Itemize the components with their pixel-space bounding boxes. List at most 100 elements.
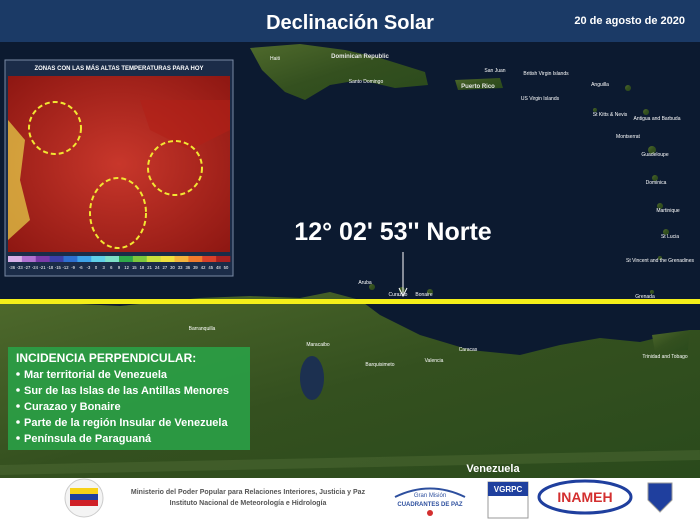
scale-label: -36 — [9, 265, 16, 270]
logo-band — [488, 482, 528, 496]
scale-swatch — [174, 256, 189, 262]
place-label: Barranquilla — [189, 326, 216, 332]
scale-label: 50 — [224, 265, 229, 270]
ministry-line: Instituto Nacional de Meteorología e Hid… — [170, 500, 327, 507]
place-label: Barquisimeto — [365, 362, 394, 368]
scale-label: 0 — [95, 265, 98, 270]
scale-label: 21 — [147, 265, 152, 270]
inset-map: ZONAS CON LAS MÁS ALTAS TEMPERATURAS PAR… — [4, 59, 234, 277]
scale-label: -24 — [32, 265, 39, 270]
logo-text: INAMEH — [557, 489, 612, 505]
scale-label: 42 — [201, 265, 206, 270]
place-label: Guadeloupe — [641, 152, 668, 158]
scale-label: 27 — [163, 265, 168, 270]
lake-maracaibo — [300, 356, 324, 400]
scale-label: 18 — [140, 265, 145, 270]
place-label: Bonaire — [415, 292, 432, 298]
place-label: Trinidad and Tobago — [642, 354, 688, 360]
scale-label: 39 — [193, 265, 198, 270]
scale-label: -3 — [87, 265, 91, 270]
incidence-item: Península de Paraguaná — [24, 433, 152, 445]
scale-swatch — [160, 256, 175, 262]
scale-label: 48 — [216, 265, 221, 270]
arrow-head — [398, 287, 408, 298]
logo-pin — [427, 510, 433, 516]
place-label: Curazao — [389, 292, 408, 298]
place-labels: Haiti Dominican Republic Santo Domingo S… — [189, 54, 695, 475]
incidence-item: Sur de las Islas de las Antillas Menores — [24, 385, 229, 397]
scale-label: -21 — [40, 265, 47, 270]
scale-swatch — [202, 256, 217, 262]
scale-label: 24 — [155, 265, 160, 270]
place-label: Maracaibo — [306, 342, 330, 348]
logo-ellipse — [537, 479, 633, 515]
place-label: Montserrat — [616, 134, 641, 140]
terrain — [0, 450, 700, 475]
scale-swatch — [21, 256, 37, 262]
scale-swatch — [132, 256, 148, 262]
date: 20 de agosto de 2020 — [574, 15, 685, 27]
place-label: Santo Domingo — [349, 79, 384, 85]
inset-title: ZONAS CON LAS MÁS ALTAS TEMPERATURAS PAR… — [34, 65, 203, 72]
scale-swatch — [91, 256, 106, 262]
scale-swatch — [119, 256, 134, 262]
place-label: San Juan — [484, 68, 505, 74]
scale-label: -9 — [71, 265, 75, 270]
place-label: Haiti — [270, 56, 280, 62]
scale-label: 9 — [118, 265, 121, 270]
logo-shield — [647, 482, 673, 513]
logo-text: CUADRANTES DE PAZ — [397, 502, 463, 508]
logo-text: VGRPC — [494, 485, 523, 494]
place-label: Anguilla — [591, 82, 609, 88]
scale-label: 6 — [110, 265, 113, 270]
incidence-item: Mar territorial de Venezuela — [24, 369, 168, 381]
scale-swatch — [105, 256, 120, 262]
logo-venezuela — [64, 478, 104, 518]
latitude-label: 12° 02' 53'' Norte — [294, 218, 491, 246]
country-label: Venezuela — [466, 463, 520, 475]
scale-swatch — [216, 256, 231, 262]
scale-swatch — [63, 256, 78, 262]
scale-label: -33 — [17, 265, 24, 270]
place-label: Puerto Rico — [461, 84, 495, 90]
title: Declinación Solar — [266, 12, 434, 34]
logo-arc — [394, 487, 466, 498]
place-label: Grenada — [635, 294, 655, 300]
scale-label: -15 — [55, 265, 62, 270]
scale-label: -12 — [62, 265, 69, 270]
scale-label: 12 — [124, 265, 129, 270]
place-label: British Virgin Islands — [523, 71, 569, 77]
place-label: Aruba — [358, 280, 372, 286]
header — [0, 0, 700, 42]
scale-label: 45 — [208, 265, 213, 270]
incidence-item: Parte de la región Insular de Venezuela — [24, 417, 228, 429]
scale-swatch — [188, 256, 203, 262]
place-label: US Virgin Islands — [521, 96, 560, 102]
scale-swatch — [8, 256, 23, 262]
scale-label: 33 — [178, 265, 183, 270]
scale-swatch — [146, 256, 161, 262]
place-label: Antigua and Barbuda — [634, 116, 681, 122]
place-label: Dominica — [646, 180, 667, 186]
place-label: St Vincent and the Grenadines — [626, 258, 695, 264]
place-label: Valencia — [425, 358, 444, 364]
logo-text: Gran Misión — [414, 493, 446, 499]
scale-swatch — [49, 256, 64, 262]
scale-label: 36 — [185, 265, 190, 270]
scale-label: 30 — [170, 265, 175, 270]
place-label: St Kitts & Nevis — [593, 112, 628, 118]
scale-label: -18 — [47, 265, 54, 270]
place-label: Caracas — [459, 347, 478, 353]
incidence-heading: INCIDENCIA PERPENDICULAR: — [16, 351, 196, 365]
declination-line — [0, 299, 700, 304]
scale-swatch — [77, 256, 92, 262]
ministry-line: Ministerio del Poder Popular para Relaci… — [131, 489, 366, 496]
scale-label: 3 — [103, 265, 106, 270]
place-label: St Lucia — [661, 234, 679, 240]
place-label: Dominican Republic — [331, 54, 389, 60]
scale-label: -27 — [24, 265, 31, 270]
scale-label: 15 — [132, 265, 137, 270]
scale-swatch — [35, 256, 50, 262]
incidence-box: INCIDENCIA PERPENDICULAR: Mar territoria… — [8, 347, 250, 450]
